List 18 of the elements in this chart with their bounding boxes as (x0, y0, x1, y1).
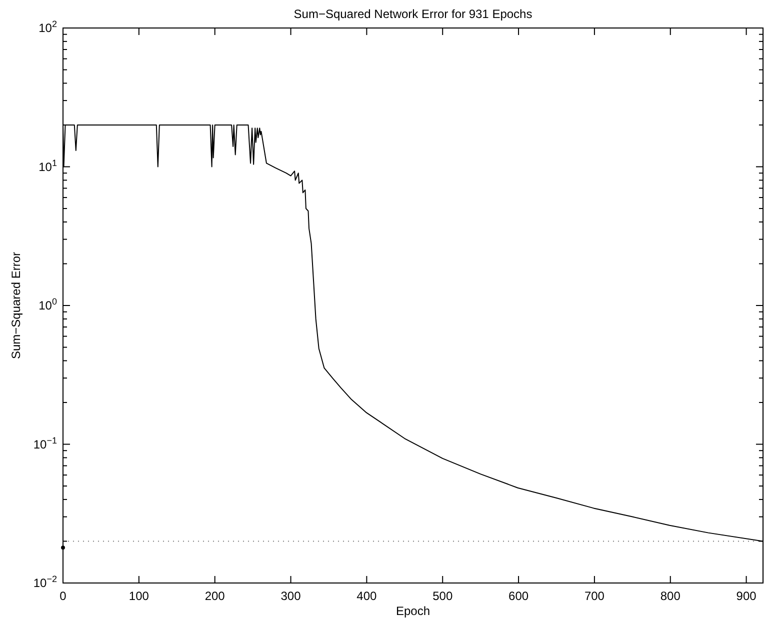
y-tick-label: 10$^{−2}$ (33, 574, 57, 590)
y-tick-label: 10$^{2}$ (38, 19, 57, 35)
chart-title: Sum−Squared Network Error for 931 Epochs (294, 7, 532, 21)
x-tick-label: 100 (128, 589, 150, 603)
x-axis-title: Epoch (396, 604, 430, 618)
x-tick-label: 600 (508, 589, 529, 603)
x-tick-label: 500 (432, 589, 453, 603)
x-tick-label: 700 (584, 589, 605, 603)
x-tick-label: 0 (60, 589, 67, 603)
x-tick-label: 900 (736, 589, 757, 603)
x-tick-label: 800 (660, 589, 681, 603)
y-tick-label: 10$^{1}$ (38, 158, 57, 174)
x-tick-label: 300 (280, 589, 302, 603)
y-axis-title: Sum−Squared Error (9, 252, 23, 360)
y-tick-label: 10$^{0}$ (38, 296, 57, 312)
x-tick-label: 400 (356, 589, 378, 603)
y-tick-label: 10$^{−1}$ (33, 435, 57, 452)
x-tick-label: 200 (204, 589, 226, 603)
